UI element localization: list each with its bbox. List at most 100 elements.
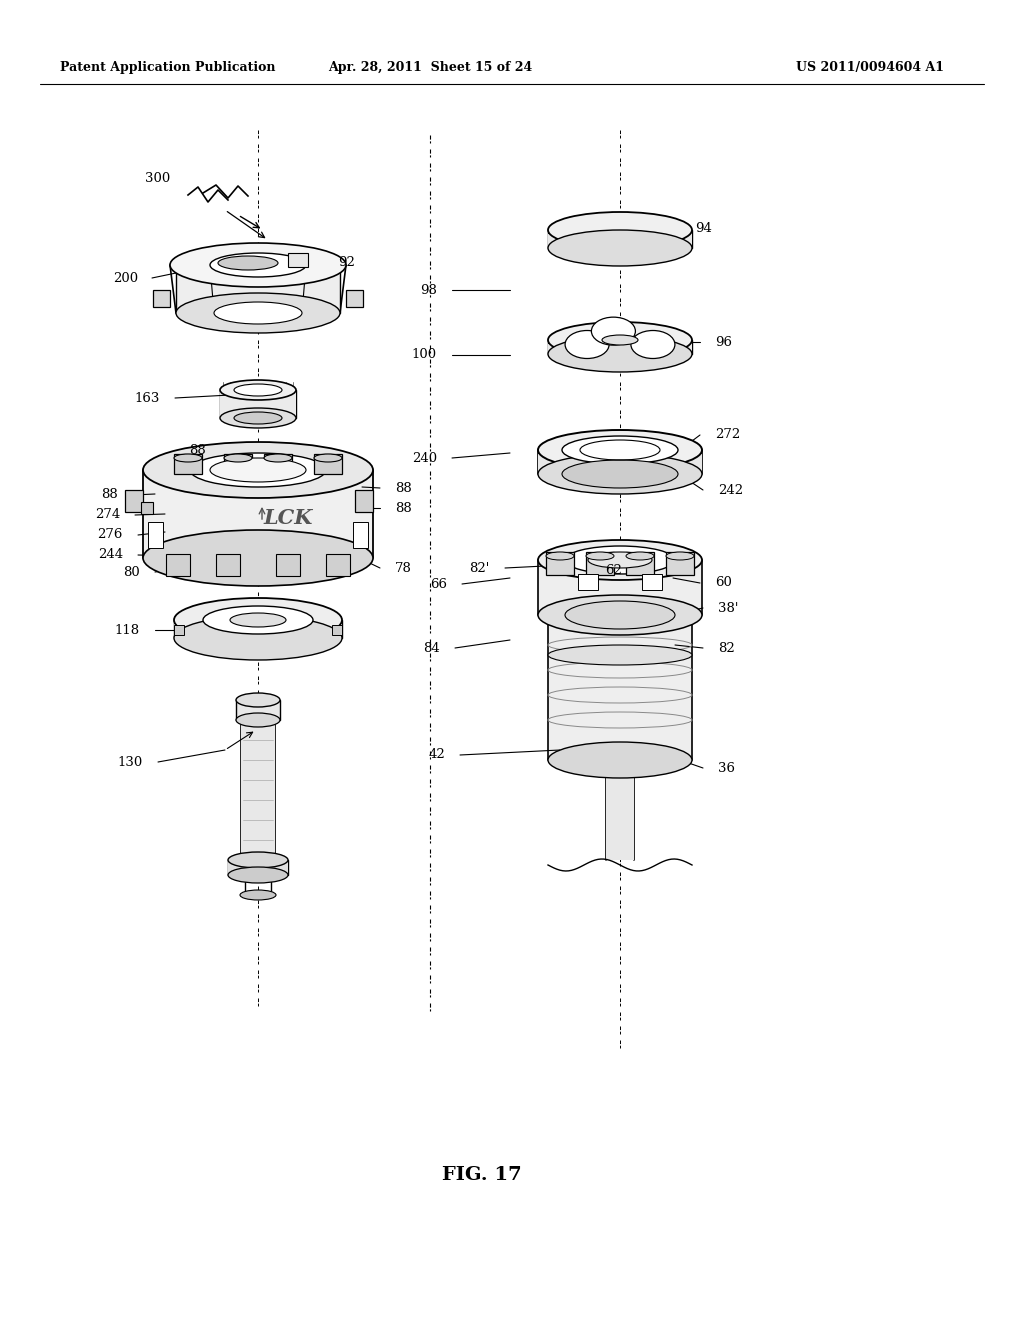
- Polygon shape: [538, 454, 702, 474]
- Polygon shape: [314, 454, 342, 474]
- Polygon shape: [228, 861, 288, 875]
- Text: 60: 60: [715, 577, 732, 590]
- Polygon shape: [174, 624, 184, 635]
- Polygon shape: [666, 552, 694, 576]
- Text: US 2011/0094604 A1: US 2011/0094604 A1: [796, 62, 944, 74]
- Polygon shape: [548, 619, 692, 760]
- Ellipse shape: [548, 645, 692, 665]
- Text: 163: 163: [134, 392, 160, 404]
- Ellipse shape: [548, 213, 692, 248]
- Polygon shape: [143, 470, 373, 558]
- Text: 88: 88: [189, 444, 206, 457]
- Polygon shape: [174, 624, 342, 638]
- Text: 36: 36: [718, 762, 735, 775]
- Ellipse shape: [220, 380, 296, 400]
- Ellipse shape: [228, 867, 288, 883]
- Text: 96: 96: [715, 335, 732, 348]
- Polygon shape: [548, 234, 692, 248]
- Text: Patent Application Publication: Patent Application Publication: [60, 62, 275, 74]
- Polygon shape: [606, 760, 634, 861]
- Text: 240: 240: [412, 451, 437, 465]
- Text: FIG. 17: FIG. 17: [442, 1166, 522, 1184]
- Ellipse shape: [548, 742, 692, 777]
- Polygon shape: [586, 552, 614, 576]
- Ellipse shape: [538, 454, 702, 494]
- Ellipse shape: [176, 293, 340, 333]
- Polygon shape: [346, 290, 362, 308]
- Polygon shape: [264, 454, 292, 474]
- Polygon shape: [642, 574, 662, 590]
- Ellipse shape: [565, 546, 675, 574]
- Text: 300: 300: [144, 172, 170, 185]
- Polygon shape: [538, 564, 702, 615]
- Ellipse shape: [143, 531, 373, 586]
- Text: LCK: LCK: [263, 508, 312, 528]
- Text: 94: 94: [695, 222, 712, 235]
- Ellipse shape: [538, 540, 702, 579]
- Ellipse shape: [264, 454, 292, 462]
- Ellipse shape: [143, 442, 373, 498]
- Text: 118: 118: [115, 623, 140, 636]
- Text: 38': 38': [718, 602, 738, 615]
- Ellipse shape: [174, 616, 342, 660]
- Text: 242: 242: [718, 483, 743, 496]
- Ellipse shape: [174, 454, 202, 462]
- Text: 42: 42: [428, 748, 445, 762]
- Polygon shape: [236, 700, 280, 719]
- Polygon shape: [216, 554, 240, 576]
- Text: 80: 80: [123, 565, 140, 578]
- Ellipse shape: [220, 408, 296, 428]
- Ellipse shape: [230, 612, 286, 627]
- Polygon shape: [332, 624, 342, 635]
- Ellipse shape: [170, 243, 346, 286]
- Ellipse shape: [546, 552, 574, 560]
- Ellipse shape: [228, 851, 288, 869]
- Text: 130: 130: [118, 755, 143, 768]
- Ellipse shape: [538, 595, 702, 635]
- Text: 88: 88: [395, 502, 412, 515]
- Text: 272: 272: [715, 429, 740, 441]
- Ellipse shape: [548, 322, 692, 358]
- Ellipse shape: [548, 337, 692, 372]
- Polygon shape: [548, 345, 692, 354]
- Polygon shape: [578, 574, 598, 590]
- Polygon shape: [241, 719, 275, 861]
- Text: 100: 100: [412, 348, 437, 362]
- Polygon shape: [153, 290, 170, 308]
- Ellipse shape: [565, 601, 675, 630]
- Ellipse shape: [602, 335, 638, 345]
- Ellipse shape: [631, 330, 675, 359]
- Polygon shape: [276, 554, 300, 576]
- Ellipse shape: [666, 552, 694, 560]
- Polygon shape: [355, 490, 373, 512]
- Ellipse shape: [218, 256, 278, 271]
- Polygon shape: [353, 521, 368, 548]
- Polygon shape: [174, 454, 202, 474]
- Ellipse shape: [548, 230, 692, 267]
- Polygon shape: [141, 502, 153, 513]
- Text: 66: 66: [430, 578, 447, 590]
- Polygon shape: [326, 554, 350, 576]
- Ellipse shape: [586, 552, 614, 560]
- Polygon shape: [546, 552, 574, 576]
- Polygon shape: [176, 269, 340, 313]
- Polygon shape: [148, 521, 163, 548]
- Ellipse shape: [234, 412, 282, 424]
- Text: 88: 88: [395, 482, 412, 495]
- Text: 82': 82': [470, 561, 490, 574]
- Ellipse shape: [174, 598, 342, 642]
- Polygon shape: [224, 454, 252, 474]
- Text: 62: 62: [605, 564, 622, 577]
- Text: 88: 88: [101, 488, 118, 502]
- Ellipse shape: [565, 330, 609, 359]
- Ellipse shape: [562, 436, 678, 465]
- Text: 92: 92: [338, 256, 355, 269]
- Ellipse shape: [224, 454, 252, 462]
- Ellipse shape: [236, 693, 280, 708]
- Polygon shape: [220, 389, 296, 418]
- Polygon shape: [288, 253, 308, 267]
- Ellipse shape: [314, 454, 342, 462]
- Ellipse shape: [588, 552, 652, 568]
- Text: Apr. 28, 2011  Sheet 15 of 24: Apr. 28, 2011 Sheet 15 of 24: [328, 62, 532, 74]
- Text: 244: 244: [98, 549, 123, 561]
